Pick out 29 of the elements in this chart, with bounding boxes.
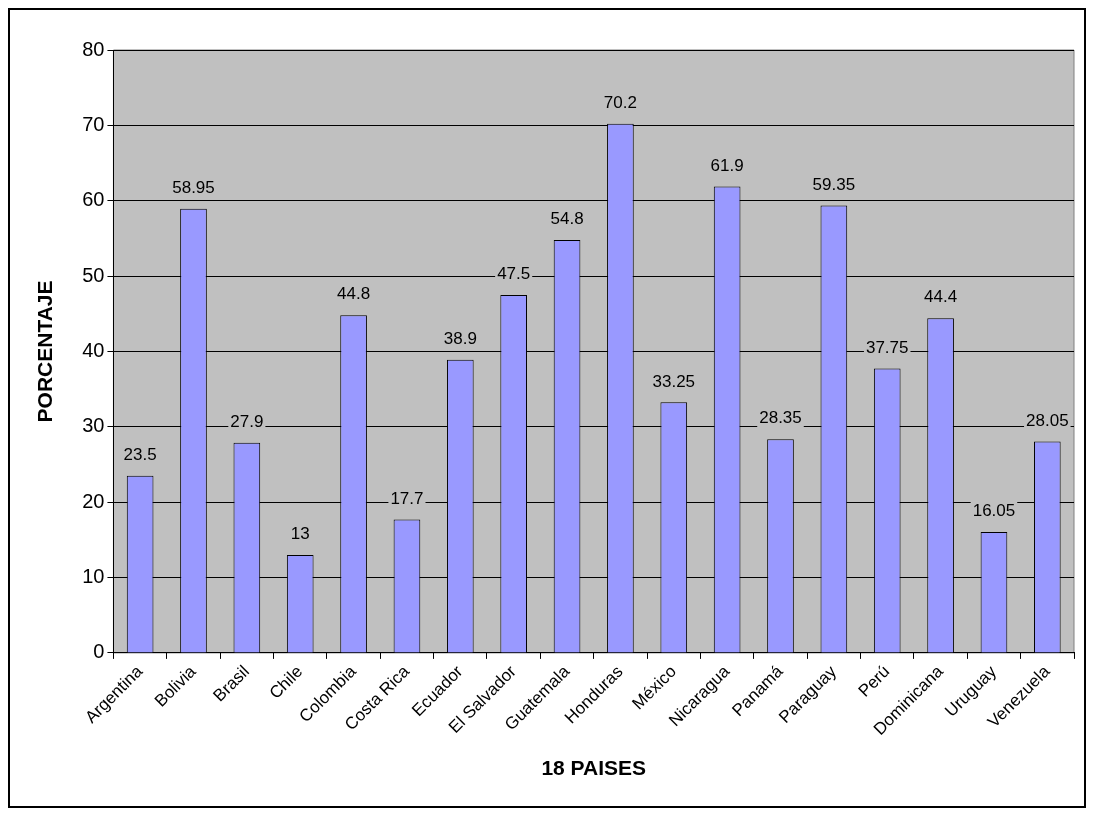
data-label: 17.7 xyxy=(390,488,424,508)
data-label: 47.5 xyxy=(497,264,531,284)
y-axis-title: PORCENTAJE xyxy=(33,280,57,423)
y-tick-label: 70 xyxy=(82,112,105,135)
data-label: 70.2 xyxy=(603,93,637,113)
y-tick-label: 80 xyxy=(82,37,105,60)
y-tick-label: 30 xyxy=(82,414,105,437)
data-label: 54.8 xyxy=(550,209,584,229)
x-axis-title: 18 PAISES xyxy=(541,756,647,780)
y-tick-label: 50 xyxy=(82,263,105,286)
y-tick-label: 10 xyxy=(82,565,105,588)
data-label: 23.5 xyxy=(123,444,157,464)
y-tick-label: 20 xyxy=(82,489,105,512)
data-label: 58.95 xyxy=(172,177,215,197)
y-tick-label: 0 xyxy=(93,640,105,663)
data-label: 16.05 xyxy=(972,501,1016,521)
data-label: 28.35 xyxy=(759,408,802,428)
y-tick-label: 60 xyxy=(82,188,105,211)
data-label: 38.9 xyxy=(443,328,477,348)
data-label: 44.8 xyxy=(337,284,371,304)
data-label: 37.75 xyxy=(865,337,909,357)
data-label: 61.9 xyxy=(710,155,744,175)
data-label: 27.9 xyxy=(230,411,264,431)
data-label: 59.35 xyxy=(812,174,856,194)
data-label: 33.25 xyxy=(652,371,696,391)
data-label: 13 xyxy=(290,524,310,544)
data-label: 44.4 xyxy=(924,287,958,307)
data-label: 28.05 xyxy=(1026,410,1069,430)
y-tick-label: 40 xyxy=(82,338,105,361)
